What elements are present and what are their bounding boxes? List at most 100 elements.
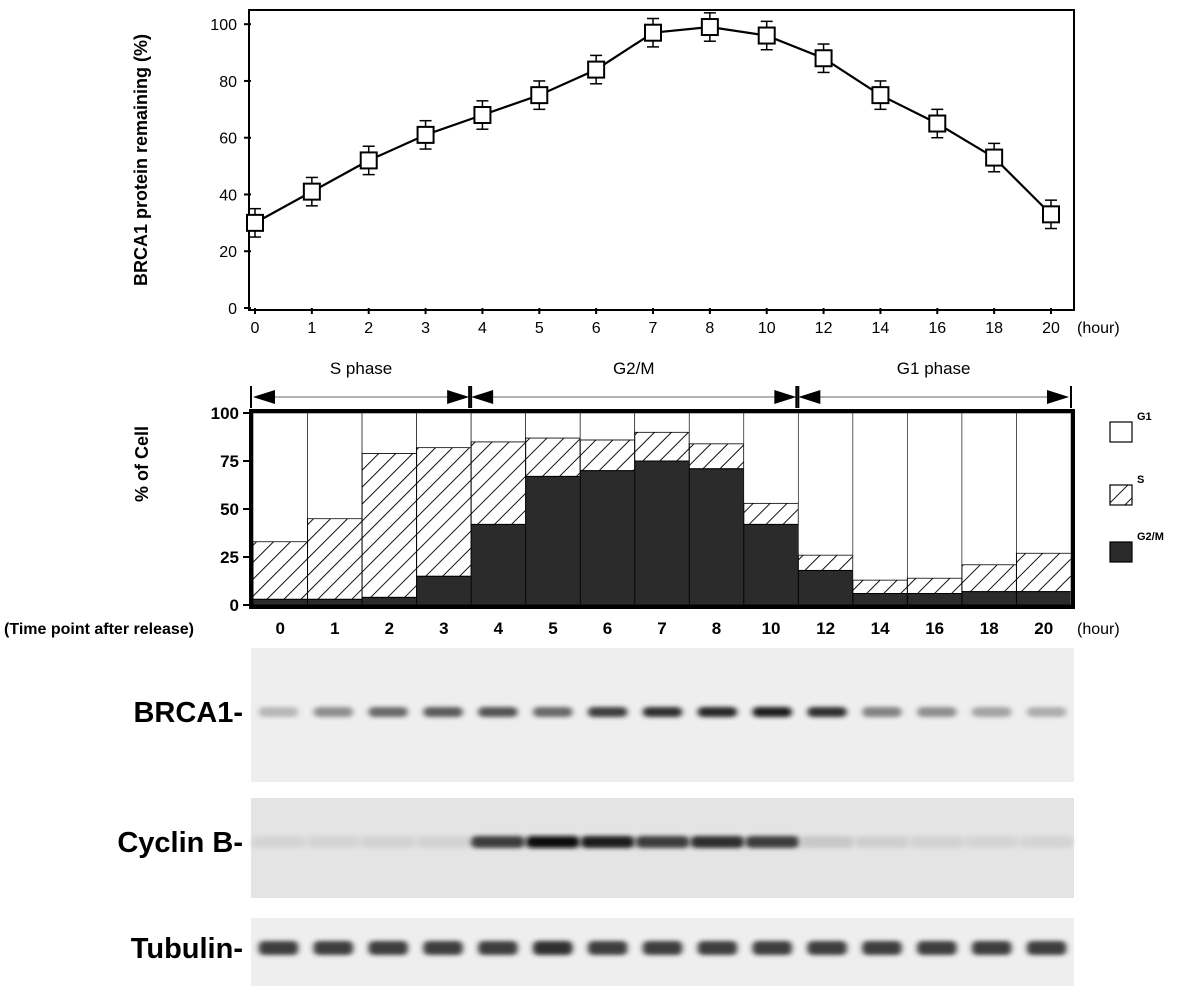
- bar-chart-y-ticks: 0 25 50 75 100: [211, 404, 253, 615]
- bar-chart-legend: G1 S G2/M: [1109, 411, 1164, 563]
- data-point: [587, 60, 606, 79]
- line-chart-y-ticks: 0 20 40 60 80 100: [210, 17, 251, 318]
- x-tick-label: 16: [928, 320, 946, 337]
- y-tick-label: 25: [220, 548, 239, 567]
- bar-segment-g2m: [470, 523, 527, 606]
- legend-label: G1: [1137, 411, 1152, 423]
- x-tick-label: 4: [494, 619, 504, 638]
- bar-segment-g2m: [797, 569, 854, 606]
- blot-band: [368, 707, 408, 717]
- bar-segment-g2m: [525, 475, 581, 606]
- data-point: [359, 151, 378, 170]
- bar-segment-s: [525, 437, 581, 477]
- bar-segment-g1: [961, 412, 1017, 565]
- phase-arrowhead-right: [774, 390, 797, 404]
- blot-band: [313, 941, 354, 955]
- data-point: [473, 106, 492, 125]
- x-tick-label: 14: [871, 619, 890, 638]
- x-tick-label: 4: [478, 320, 487, 337]
- x-tick-label: 1: [307, 320, 316, 337]
- bar-segment-g1: [579, 412, 636, 441]
- stacked-bars: [252, 412, 1072, 606]
- bar-segment-s: [688, 443, 745, 470]
- blot-band: [471, 836, 525, 848]
- blot-band: [1026, 707, 1067, 717]
- bar-segment-s: [416, 447, 472, 577]
- bar-segment-g1: [416, 412, 472, 448]
- line-chart-panel: BRCA1 protein remaining (%) 020406080100…: [131, 9, 1120, 337]
- phase-arrowhead-left: [471, 390, 494, 404]
- y-tick-label: 20: [219, 244, 237, 261]
- bar-segment-g2m: [416, 575, 472, 606]
- blot-band: [587, 941, 628, 955]
- blot-band: [587, 707, 628, 717]
- blot-band: [807, 941, 847, 955]
- x-tick-label: 12: [815, 320, 833, 337]
- bar-segment-s: [906, 577, 963, 594]
- x-tick-label: 10: [762, 619, 781, 638]
- blot-band: [697, 941, 738, 955]
- blot-band: [800, 836, 854, 848]
- x-tick-label: 2: [385, 619, 394, 638]
- blot-band: [917, 707, 957, 717]
- blot-band: [258, 707, 299, 717]
- data-point: [530, 86, 549, 105]
- x-tick-label: 12: [816, 619, 835, 638]
- bar-segment-s: [852, 579, 908, 594]
- blot-band: [1019, 836, 1074, 848]
- legend-swatch: [1109, 421, 1133, 443]
- x-tick-label: 7: [649, 320, 658, 337]
- x-tick-label: 18: [980, 619, 999, 638]
- bar-segment-s: [252, 541, 309, 600]
- blot-band: [745, 836, 800, 848]
- x-tick-label: 20: [1034, 619, 1053, 638]
- bar-segment-g2m: [634, 460, 690, 606]
- bar-segment-g2m: [743, 523, 799, 606]
- data-point: [985, 148, 1004, 167]
- bar-segment-g1: [907, 412, 963, 579]
- bar-segment-g2m: [961, 591, 1017, 606]
- phase-arrowhead-right: [1047, 390, 1069, 404]
- legend-label: G2/M: [1137, 531, 1164, 543]
- blot-band: [525, 836, 580, 848]
- blot-band: [251, 836, 306, 848]
- blot-band: [690, 836, 745, 848]
- x-tick-label: 18: [985, 320, 1003, 337]
- x-tick-label: 8: [712, 619, 721, 638]
- blot-row-label: Tubulin-: [131, 933, 243, 965]
- y-tick-label: 75: [220, 452, 239, 471]
- y-tick-label: 60: [219, 131, 237, 148]
- blot-band: [478, 941, 518, 955]
- phase-label: G2/M: [613, 359, 655, 378]
- bar-segment-s: [361, 452, 418, 598]
- blot-band: [258, 941, 299, 955]
- bar-chart-x-ticks: 0 1 2 3 4 5 6 7 8 10 12 14 16 18 20: [276, 619, 1054, 638]
- bar-segment-g1: [798, 412, 854, 556]
- phase-arrows: S phase G2/M G1 phase: [250, 359, 1072, 408]
- bar-segment-g1: [852, 412, 908, 581]
- bar-segment-g2m: [1015, 591, 1072, 606]
- blot-band: [423, 707, 463, 717]
- bar-segment-s: [1015, 552, 1072, 593]
- x-tick-label: 1: [330, 619, 339, 638]
- blot-band: [368, 941, 408, 955]
- bar-segment-s: [961, 564, 1017, 593]
- phase-arrowhead-left: [253, 390, 275, 404]
- x-tick-label: 16: [925, 619, 944, 638]
- bar-chart-x-axis-label: (Time point after release): [4, 621, 194, 638]
- x-tick-label: 6: [592, 320, 601, 337]
- bar-segment-s: [470, 441, 527, 525]
- bar-segment-g1: [361, 412, 417, 454]
- blot-band: [642, 707, 683, 717]
- legend-label: S: [1137, 474, 1144, 486]
- x-tick-label: 0: [251, 320, 260, 337]
- y-tick-label: 50: [220, 500, 239, 519]
- data-point: [700, 18, 719, 37]
- data-point: [644, 23, 662, 42]
- x-tick-label: 5: [548, 619, 557, 638]
- x-tick-label: 0: [276, 619, 285, 638]
- y-tick-label: 40: [219, 187, 237, 204]
- bar-segment-g2m: [307, 598, 363, 606]
- bar-segment-g2m: [252, 598, 309, 606]
- blot-band: [964, 836, 1019, 848]
